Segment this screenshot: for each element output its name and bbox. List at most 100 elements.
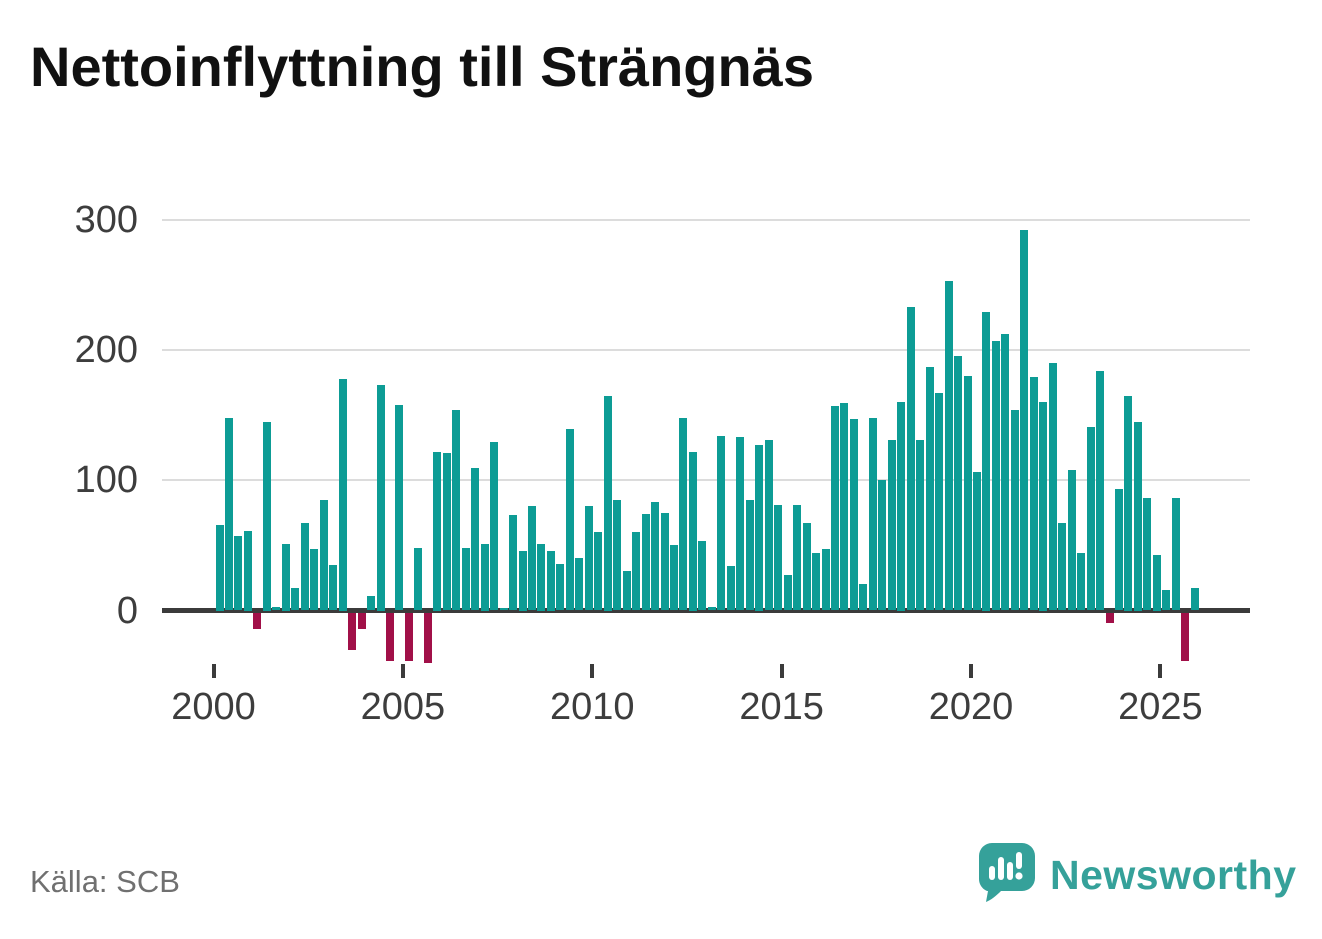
bar[interactable] [679, 417, 688, 611]
bar[interactable] [499, 607, 508, 611]
bar[interactable] [935, 392, 944, 611]
bar[interactable] [1048, 362, 1057, 611]
bar[interactable] [480, 544, 489, 611]
bar[interactable] [490, 442, 499, 611]
bar[interactable] [783, 575, 792, 611]
bar[interactable] [395, 404, 404, 611]
bar[interactable] [1171, 498, 1180, 611]
bar[interactable] [348, 613, 357, 650]
bar[interactable] [281, 544, 290, 611]
bar[interactable] [584, 506, 593, 611]
bar[interactable] [954, 356, 962, 611]
bar[interactable] [1124, 395, 1133, 611]
bar[interactable] [745, 499, 754, 611]
newsworthy-logo[interactable]: Newsworthy [978, 842, 1297, 909]
bar[interactable] [774, 504, 783, 611]
bar[interactable] [830, 405, 839, 611]
bar[interactable] [376, 385, 385, 611]
bar[interactable] [736, 437, 745, 611]
bar[interactable] [603, 395, 612, 611]
bar[interactable] [878, 480, 887, 611]
bar[interactable] [660, 512, 669, 611]
bar[interactable] [243, 531, 252, 611]
bar[interactable] [651, 502, 659, 611]
bar[interactable] [423, 613, 432, 663]
bar[interactable] [802, 523, 811, 611]
bar[interactable] [234, 536, 243, 611]
bar[interactable] [1039, 402, 1048, 611]
bar[interactable] [897, 402, 906, 611]
bar[interactable] [471, 468, 480, 611]
bar[interactable] [414, 547, 423, 611]
bar[interactable] [670, 545, 678, 611]
bar[interactable] [215, 524, 224, 611]
bar[interactable] [793, 504, 801, 611]
bar[interactable] [726, 566, 735, 611]
bar[interactable] [556, 563, 565, 611]
bar[interactable] [868, 417, 877, 611]
bar[interactable] [717, 435, 726, 611]
bar[interactable] [991, 340, 1000, 611]
bar[interactable] [1029, 377, 1038, 611]
bar[interactable] [1133, 421, 1142, 611]
bar[interactable] [442, 452, 451, 611]
bar[interactable] [565, 429, 574, 611]
bar[interactable] [357, 613, 366, 629]
bar[interactable] [963, 375, 972, 611]
bar[interactable] [253, 613, 262, 629]
bar[interactable] [594, 532, 603, 611]
bar[interactable] [1143, 498, 1152, 611]
bar[interactable] [859, 584, 868, 611]
bar[interactable] [404, 613, 413, 662]
bar[interactable] [1190, 588, 1199, 611]
bar[interactable] [1181, 613, 1190, 662]
bar[interactable] [1077, 553, 1086, 611]
bar[interactable] [575, 558, 584, 611]
bar[interactable] [1058, 523, 1067, 611]
bar[interactable] [300, 523, 309, 611]
bar[interactable] [1067, 469, 1076, 611]
bar[interactable] [329, 564, 338, 611]
bar[interactable] [1105, 613, 1114, 624]
bar[interactable] [622, 571, 631, 611]
bar[interactable] [840, 403, 849, 611]
bar[interactable] [906, 306, 915, 611]
bar[interactable] [272, 606, 281, 611]
bar[interactable] [821, 549, 830, 611]
bar[interactable] [461, 547, 470, 611]
bar[interactable] [972, 472, 981, 611]
bar[interactable] [1001, 334, 1010, 611]
bar[interactable] [433, 451, 442, 611]
bar[interactable] [849, 418, 858, 611]
bar[interactable] [982, 312, 991, 611]
bar[interactable] [291, 588, 300, 611]
bar[interactable] [385, 613, 394, 662]
bar[interactable] [944, 280, 953, 611]
bar[interactable] [452, 409, 461, 611]
bar[interactable] [764, 439, 773, 611]
bar[interactable] [887, 439, 896, 611]
bar[interactable] [632, 532, 641, 611]
bar[interactable] [518, 550, 527, 611]
bar[interactable] [812, 553, 820, 611]
bar[interactable] [707, 606, 716, 611]
bar[interactable] [527, 506, 536, 611]
bar[interactable] [925, 366, 934, 611]
bar[interactable] [688, 451, 697, 611]
bar[interactable] [1010, 409, 1019, 611]
bar[interactable] [698, 541, 707, 611]
bar[interactable] [310, 549, 319, 611]
bar[interactable] [916, 439, 925, 611]
bar[interactable] [1086, 426, 1095, 611]
bar[interactable] [1115, 489, 1123, 611]
bar[interactable] [367, 596, 375, 611]
bar[interactable] [1020, 229, 1029, 611]
bar[interactable] [537, 544, 546, 611]
bar[interactable] [1096, 370, 1104, 611]
bar[interactable] [225, 417, 233, 611]
bar[interactable] [546, 550, 555, 611]
bar[interactable] [613, 499, 622, 611]
bar[interactable] [641, 514, 650, 611]
bar[interactable] [338, 378, 347, 611]
bar[interactable] [319, 499, 328, 611]
